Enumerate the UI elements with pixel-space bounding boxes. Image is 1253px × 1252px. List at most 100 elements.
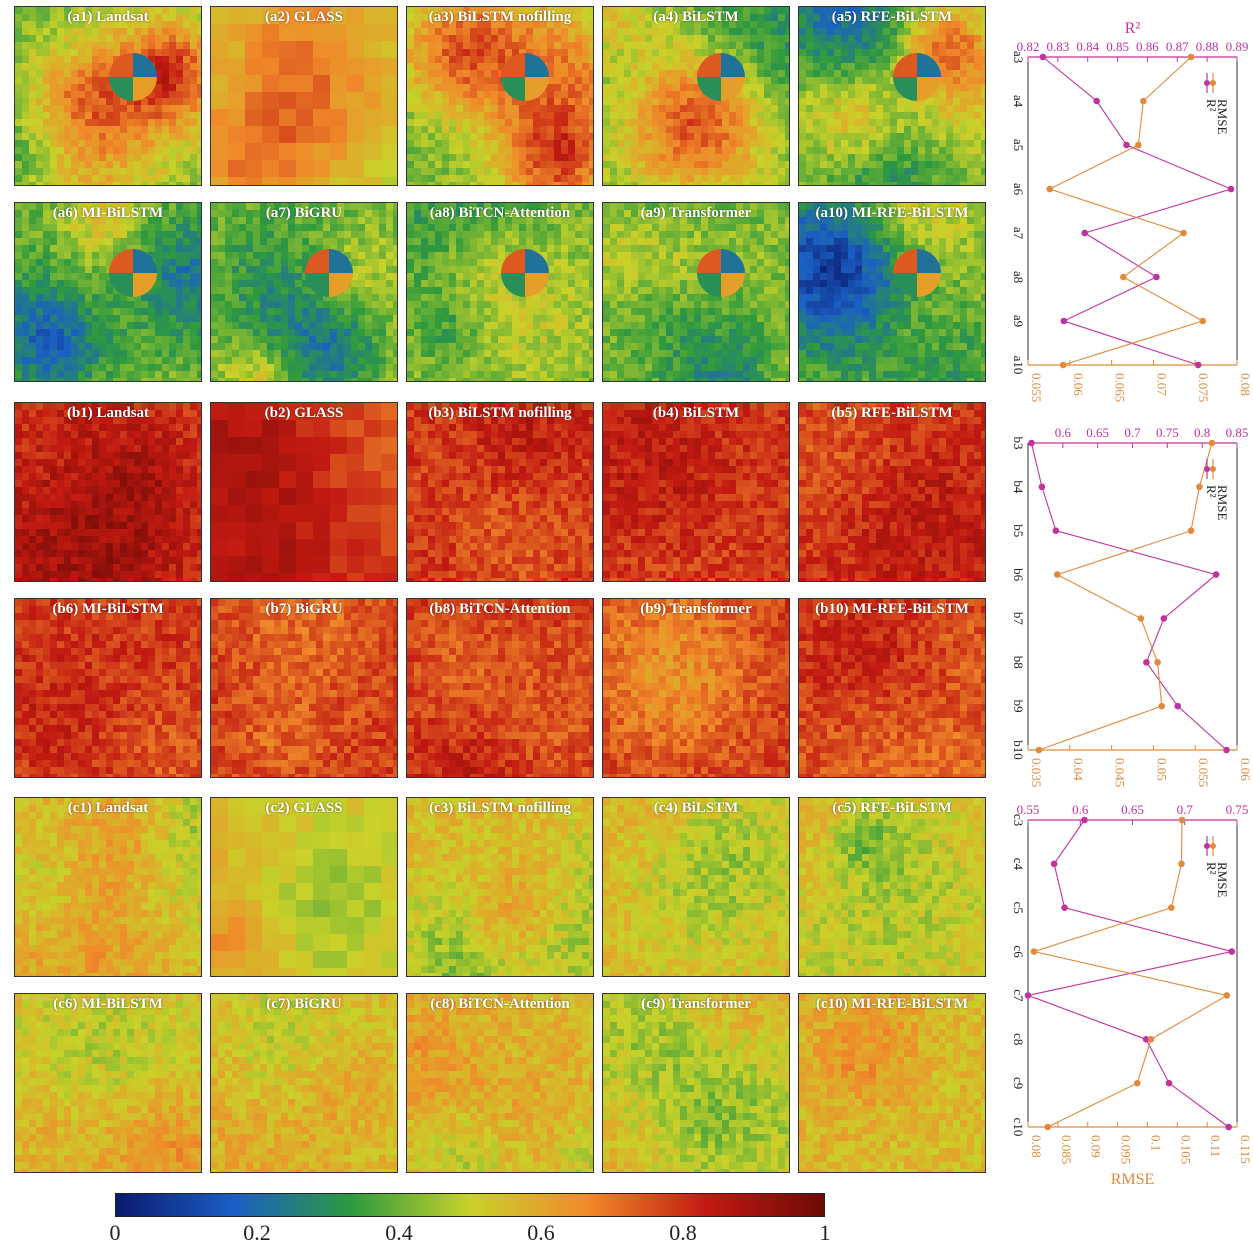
tile-label: (b1) Landsat bbox=[66, 405, 150, 421]
map-tile-c4: (c4) BiLSTM bbox=[602, 797, 790, 977]
top-tick-label: 0.86 bbox=[1136, 39, 1159, 54]
colorbar-tick-label: 0.2 bbox=[243, 1220, 271, 1245]
top-tick-label: 0.65 bbox=[1086, 425, 1109, 440]
data-point-r2 bbox=[1052, 527, 1060, 535]
category-label: b8 bbox=[1011, 656, 1026, 669]
map-image bbox=[211, 403, 397, 581]
data-point-rmse bbox=[1199, 317, 1207, 325]
map-image bbox=[211, 798, 397, 976]
data-point-rmse bbox=[1035, 746, 1043, 754]
map-image bbox=[15, 7, 201, 185]
data-point-r2 bbox=[1153, 273, 1160, 281]
data-point-rmse bbox=[1120, 273, 1127, 281]
legend-r2-marker bbox=[1204, 843, 1210, 849]
legend-rmse-label: RMSE bbox=[1215, 485, 1230, 520]
map-tile-c6: (c6) MI-BiLSTM bbox=[14, 993, 202, 1173]
category-label: a9 bbox=[1011, 315, 1026, 327]
map-image bbox=[211, 7, 397, 185]
tile-label: (a1) Landsat bbox=[67, 9, 149, 25]
colorbar-tick-label: 0 bbox=[109, 1220, 121, 1245]
tile-label: (a3) BiLSTM nofilling bbox=[428, 9, 572, 25]
map-tile-c3: (c3) BiLSTM nofilling bbox=[406, 797, 594, 977]
top-tick-label: 0.8 bbox=[1194, 425, 1210, 440]
map-image bbox=[407, 599, 593, 777]
data-point-r2 bbox=[1227, 185, 1235, 193]
bottom-tick-label: 0.08 bbox=[1029, 1135, 1044, 1158]
data-point-r2 bbox=[1028, 439, 1035, 447]
legend-r2-marker bbox=[1204, 80, 1210, 86]
bottom-tick-label: 0.1 bbox=[1148, 1135, 1163, 1151]
bottom-tick-label: 0.075 bbox=[1196, 373, 1211, 402]
top-tick-label: 0.6 bbox=[1072, 802, 1089, 817]
map-image bbox=[15, 403, 201, 581]
category-label: c4 bbox=[1011, 858, 1026, 871]
map-tile-b5: (b5) RFE-BiLSTM bbox=[798, 402, 986, 582]
category-label: c3 bbox=[1011, 814, 1026, 826]
tile-label: (b3) BiLSTM nofilling bbox=[428, 405, 572, 421]
map-tile-a4: (a4) BiLSTM bbox=[602, 6, 790, 186]
tile-label: (c10) MI-RFE-BiLSTM bbox=[815, 996, 969, 1012]
data-point-rmse bbox=[1137, 615, 1145, 622]
tile-label: (a6) MI-BiLSTM bbox=[52, 205, 164, 221]
top-tick-label: 0.75 bbox=[1156, 425, 1179, 440]
bottom-tick-label: 0.095 bbox=[1119, 1135, 1134, 1164]
top-tick-label: 0.83 bbox=[1046, 39, 1069, 54]
map-tile-a2: (a2) GLASS bbox=[210, 6, 398, 186]
category-label: b5 bbox=[1011, 524, 1026, 537]
map-tile-c1: (c1) Landsat bbox=[14, 797, 202, 977]
bottom-tick-label: 0.06 bbox=[1071, 373, 1086, 396]
map-image bbox=[407, 203, 593, 381]
data-point-rmse bbox=[1187, 53, 1195, 61]
metric-charts: a3 a4 a5 a6 a7 a8 a9 a10 0.82 0.83 0.84 0.85 0.86 0.8… bbox=[1000, 0, 1253, 1200]
tile-label: (c4) BiLSTM bbox=[653, 800, 739, 816]
top-tick-label: 0.6 bbox=[1055, 425, 1072, 440]
tile-label: (c7) BiGRU bbox=[266, 996, 342, 1012]
data-point-r2 bbox=[1039, 53, 1047, 61]
map-tile-a10: (a10) MI-RFE-BiLSTM bbox=[798, 202, 986, 382]
data-point-rmse bbox=[1030, 948, 1038, 955]
data-point-r2 bbox=[1123, 141, 1130, 149]
data-point-rmse bbox=[1208, 439, 1216, 447]
map-tile-a1: (a1) Landsat bbox=[14, 6, 202, 186]
map-tile-c7: (c7) BiGRU bbox=[210, 993, 398, 1173]
data-point-rmse bbox=[1178, 860, 1185, 868]
top-tick-label: 0.84 bbox=[1076, 39, 1099, 54]
bottom-tick-label: 0.08 bbox=[1238, 373, 1253, 396]
map-image bbox=[603, 599, 789, 777]
legend-r2-label: R² bbox=[1204, 862, 1219, 875]
legend-rmse-marker bbox=[1210, 843, 1216, 849]
colorbar-tick-label: 0.4 bbox=[385, 1220, 413, 1245]
tile-label: (b10) MI-RFE-BiLSTM bbox=[815, 601, 969, 617]
tile-label: (b5) RFE-BiLSTM bbox=[831, 405, 953, 421]
tile-label: (a7) BiGRU bbox=[265, 205, 343, 221]
category-label: a3 bbox=[1011, 51, 1026, 63]
bottom-tick-label: 0.065 bbox=[1113, 373, 1128, 402]
tile-label: (b8) BiTCN-Attention bbox=[429, 601, 571, 617]
data-point-r2 bbox=[1093, 97, 1100, 105]
map-tile-a8: (a8) BiTCN-Attention bbox=[406, 202, 594, 382]
bottom-tick-label: 0.06 bbox=[1238, 758, 1253, 781]
map-image bbox=[603, 7, 789, 185]
map-tile-c9: (c9) Transformer bbox=[602, 993, 790, 1173]
map-image bbox=[211, 203, 397, 381]
category-label: a7 bbox=[1011, 227, 1026, 240]
tile-label: (c1) Landsat bbox=[67, 800, 149, 816]
category-label: c6 bbox=[1011, 945, 1026, 958]
series-line-rmse bbox=[1048, 56, 1205, 366]
bottom-tick-label: 0.04 bbox=[1071, 758, 1086, 781]
colorbar-tick-label: 1 bbox=[819, 1220, 831, 1245]
map-tile-b4: (b4) BiLSTM bbox=[602, 402, 790, 582]
tile-label: (c5) RFE-BiLSTM bbox=[832, 800, 952, 816]
data-point-rmse bbox=[1187, 527, 1195, 535]
colorbar-tick-label: 0.6 bbox=[527, 1220, 555, 1245]
map-tile-b7: (b7) BiGRU bbox=[210, 598, 398, 778]
colorbar: 0 0.2 0.4 0.6 0.8 1 bbox=[100, 1188, 840, 1252]
data-point-r2 bbox=[1081, 816, 1088, 824]
tile-label: (b2) GLASS bbox=[264, 405, 344, 421]
tile-label: (a9) Transformer bbox=[640, 205, 752, 221]
tile-label: (c2) GLASS bbox=[265, 800, 343, 816]
tile-label: (c3) BiLSTM nofilling bbox=[429, 800, 571, 816]
bottom-tick-label: 0.045 bbox=[1113, 758, 1128, 787]
data-point-rmse bbox=[1154, 658, 1161, 666]
map-tile-b8: (b8) BiTCN-Attention bbox=[406, 598, 594, 778]
